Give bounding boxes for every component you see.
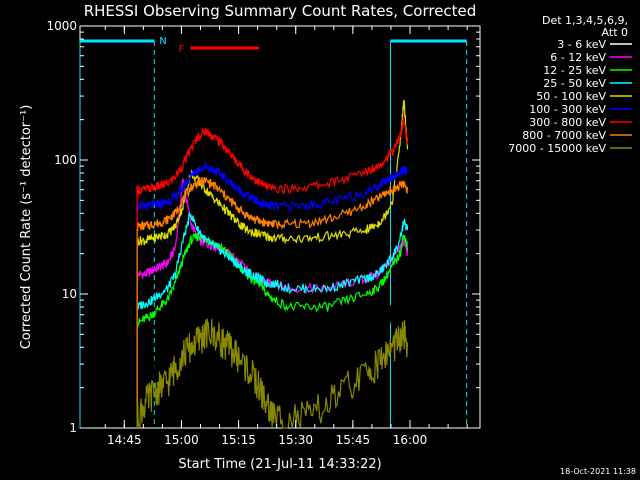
- legend-entry-label: 50 - 100 keV: [536, 90, 606, 103]
- legend-entry-label: 300 - 800 keV: [529, 116, 606, 129]
- series-line-3: [136, 212, 409, 428]
- series-line-0: [136, 247, 409, 428]
- series-line-8: [136, 318, 409, 430]
- series-line-7: [136, 176, 409, 428]
- x-tick-label: 15:45: [336, 433, 371, 447]
- x-axis-label: Start Time (21-Jul-11 14:33:22): [178, 457, 381, 472]
- legend-entry-label: 12 - 25 keV: [543, 64, 606, 77]
- series-line-5: [136, 160, 409, 428]
- flare-label: F: [178, 44, 184, 55]
- x-tick-label: 15:30: [278, 433, 313, 447]
- legend-entry-label: 6 - 12 keV: [550, 51, 606, 64]
- legend-entry-label: 25 - 50 keV: [543, 77, 606, 90]
- y-tick-label: 100: [54, 153, 77, 167]
- series-line-6: [136, 118, 409, 428]
- x-tick-label: 16:00: [393, 433, 428, 447]
- y-axis: 1 10 100 1000: [46, 19, 480, 435]
- x-tick-label: 14:45: [107, 433, 142, 447]
- x-tick-label: 15:15: [221, 433, 256, 447]
- chart-title: RHESSI Observing Summary Count Rates, Co…: [84, 2, 477, 20]
- x-axis: 14:45 15:00 15:15 15:30 15:45 16:00: [104, 26, 468, 447]
- legend-entry-label: 3 - 6 keV: [557, 38, 606, 51]
- series-layer: [136, 99, 409, 430]
- series-line-4: [136, 99, 409, 428]
- y-tick-label: 10: [62, 287, 77, 301]
- y-tick-label: 1000: [46, 19, 77, 33]
- legend-entry-label: 100 - 300 keV: [529, 103, 606, 116]
- series-line-2: [136, 233, 409, 428]
- y-axis-label: Corrected Count Rate (s⁻¹ detector⁻¹): [19, 105, 34, 350]
- timestamp: 18-Oct-2021 11:38: [560, 467, 636, 476]
- legend-header: Det 1,3,4,5,6,9,: [542, 14, 628, 27]
- annotations: NF: [79, 36, 468, 428]
- legend-header: Att 0: [602, 26, 628, 39]
- y-tick-label: 1: [69, 421, 77, 435]
- legend-entry-label: 7000 - 15000 keV: [508, 142, 606, 155]
- legend-entry-label: 800 - 7000 keV: [522, 129, 606, 142]
- x-tick-label: 15:00: [164, 433, 199, 447]
- night-label: N: [159, 36, 166, 47]
